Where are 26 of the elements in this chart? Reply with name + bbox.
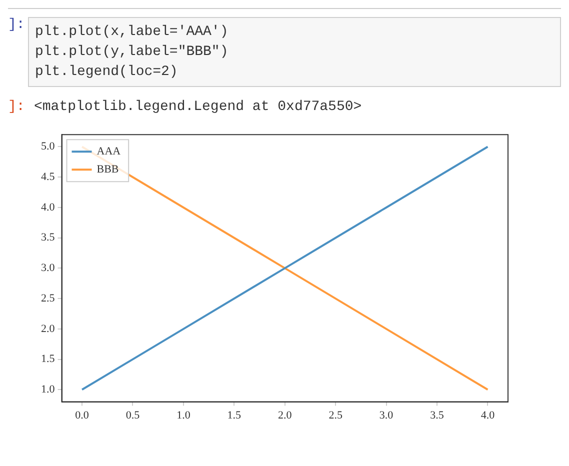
x-tick-label: 3.0 bbox=[379, 409, 394, 422]
text: plt.legend(loc=2) bbox=[35, 63, 179, 82]
y-tick-label: 2.5 bbox=[41, 292, 56, 304]
text: <matplotlib.legend.Legend at 0xd77a550> bbox=[33, 99, 363, 115]
x-tick-label: 0.5 bbox=[126, 409, 140, 422]
text: ]: bbox=[8, 99, 26, 115]
y-tick-label: 2.0 bbox=[41, 322, 56, 335]
x-tick-label: 4.0 bbox=[480, 409, 496, 422]
x-tick-label: 0.0 bbox=[75, 409, 90, 422]
x-tick-label: 2.5 bbox=[328, 409, 343, 422]
y-tick-label: 1.0 bbox=[41, 384, 56, 396]
x-tick-label: 1.5 bbox=[227, 409, 242, 422]
y-tick-label: 1.5 bbox=[41, 353, 56, 366]
y-tick-label: 4.5 bbox=[41, 171, 56, 183]
legend-label: BBB bbox=[96, 163, 119, 176]
y-tick-label: 4.0 bbox=[41, 201, 56, 214]
x-tick-label: 3.5 bbox=[430, 409, 444, 422]
text: plt.plot(y,label="BBB") bbox=[35, 43, 230, 62]
x-tick-label: 1.0 bbox=[176, 409, 191, 422]
text: plt.plot(x,label='AAA') bbox=[35, 23, 230, 42]
x-tick-label: 2.0 bbox=[278, 409, 292, 422]
legend-label: AAA bbox=[96, 145, 121, 158]
text: ]: bbox=[8, 17, 26, 33]
y-tick-label: 3.5 bbox=[41, 232, 56, 244]
y-tick-label: 3.0 bbox=[41, 262, 56, 274]
y-tick-label: 5.0 bbox=[41, 140, 56, 153]
